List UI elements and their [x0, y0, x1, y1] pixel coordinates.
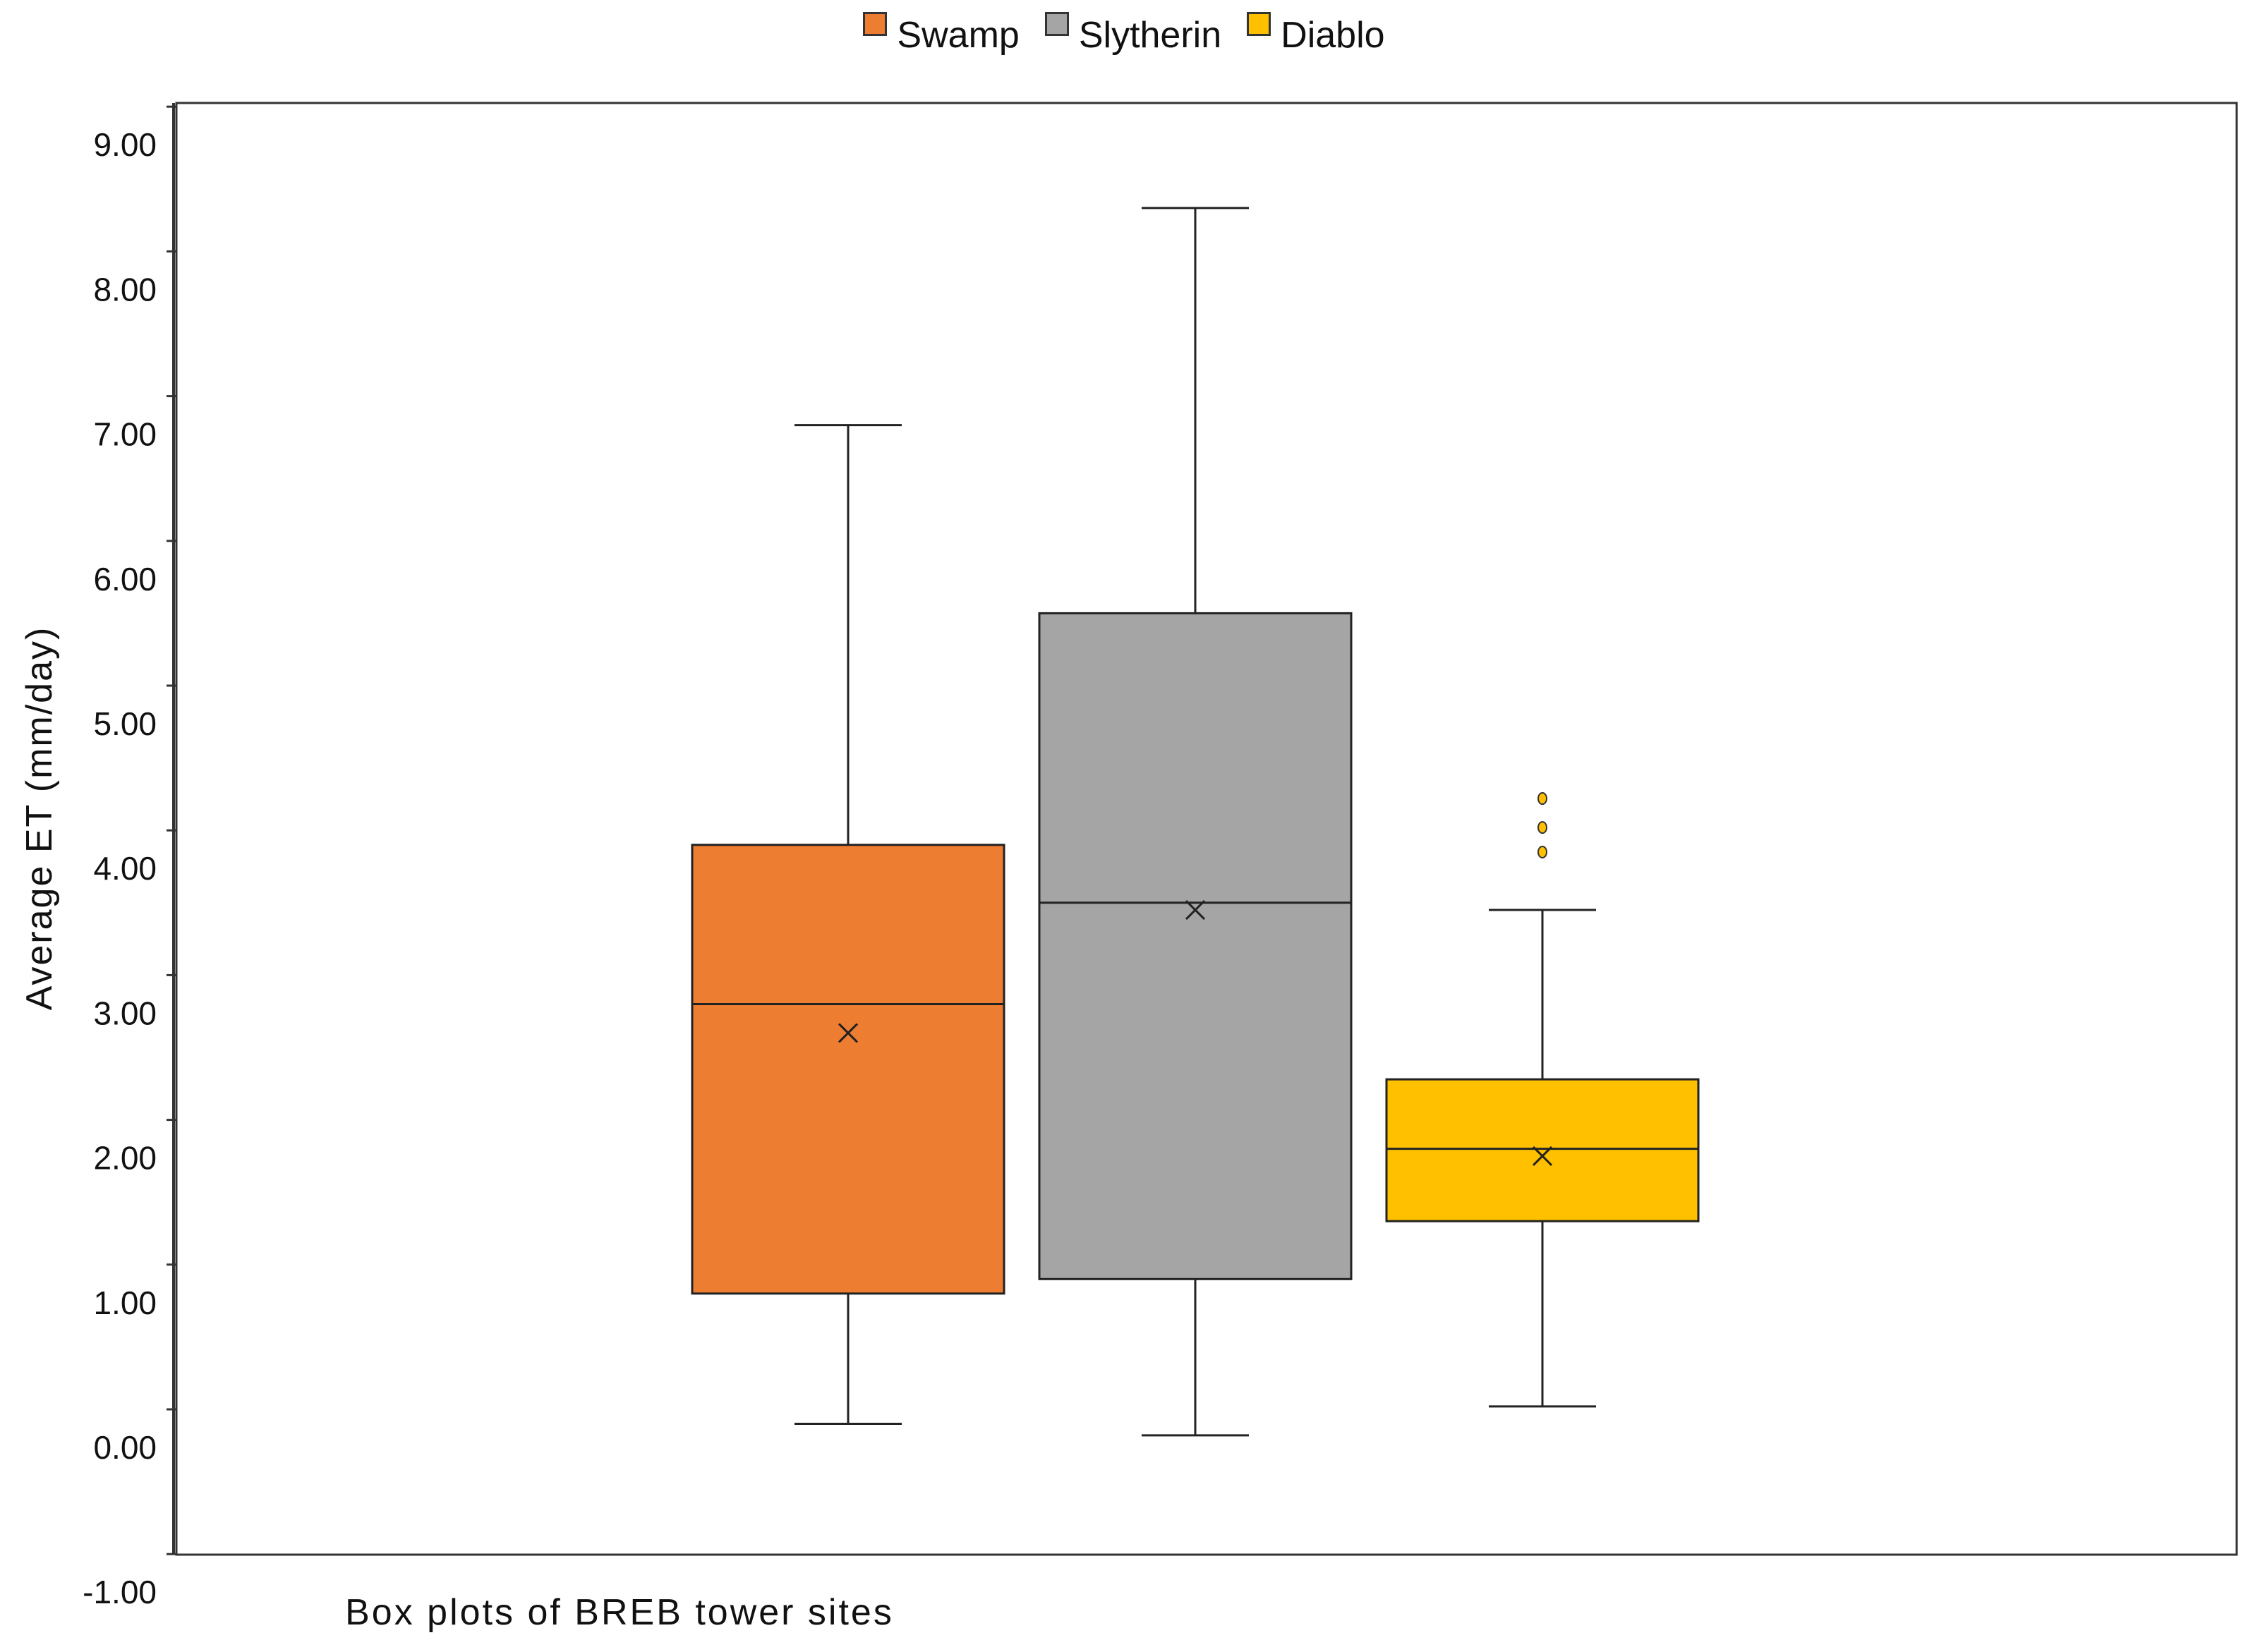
y-tick-label: 0.00	[93, 1429, 157, 1466]
legend-swatch-slytherin	[1044, 12, 1069, 36]
y-tick-label: 2.00	[93, 1140, 157, 1177]
y-tick-label: 7.00	[93, 416, 157, 453]
outlier-point-diablo	[1537, 821, 1547, 834]
box-swamp	[691, 844, 1005, 1295]
legend-swatch-diablo	[1247, 12, 1271, 36]
y-tick-label: 9.00	[93, 126, 157, 163]
y-tick-label: 5.00	[93, 705, 157, 742]
legend: Swamp Slytherin Diablo	[0, 12, 2248, 56]
legend-label-diablo: Diablo	[1281, 15, 1385, 56]
mean-marker-diablo	[1532, 1146, 1553, 1166]
legend-swatch-swamp	[863, 12, 888, 36]
box-slytherin	[1038, 612, 1353, 1280]
y-tick-label: 1.00	[93, 1284, 157, 1321]
box-diablo	[1385, 1078, 1700, 1222]
mean-marker-slytherin	[1185, 899, 1206, 921]
legend-item-slytherin: Slytherin	[1044, 12, 1222, 56]
outlier-point-diablo	[1537, 845, 1547, 858]
mean-marker-swamp	[838, 1023, 859, 1043]
y-axis-title: Average ET (mm/day)	[19, 626, 60, 1011]
outlier-point-diablo	[1537, 792, 1547, 806]
y-tick-label: -1.00	[83, 1574, 157, 1610]
y-tick-label: 4.00	[93, 850, 157, 887]
plot-area-border	[175, 102, 2238, 1556]
legend-label-swamp: Swamp	[897, 15, 1020, 56]
y-tick-label: 3.00	[93, 995, 157, 1031]
legend-item-swamp: Swamp	[863, 12, 1020, 56]
y-tick-label: 8.00	[93, 271, 157, 308]
x-axis-title: Box plots of BREB tower sites	[345, 1592, 894, 1633]
legend-label-slytherin: Slytherin	[1078, 15, 1222, 56]
y-tick-label: 6.00	[93, 561, 157, 597]
legend-item-diablo: Diablo	[1247, 12, 1385, 56]
